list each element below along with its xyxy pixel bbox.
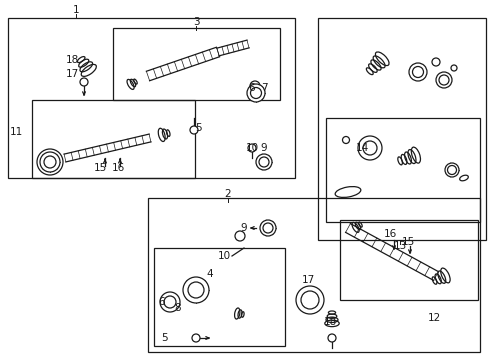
Circle shape — [249, 81, 260, 91]
Text: 5: 5 — [161, 333, 167, 343]
Text: 10: 10 — [245, 143, 258, 153]
Circle shape — [450, 65, 456, 71]
Text: 5: 5 — [194, 123, 201, 133]
Text: 15: 15 — [93, 163, 106, 173]
Text: 12: 12 — [427, 313, 440, 323]
Text: 14: 14 — [355, 143, 368, 153]
Text: 18: 18 — [323, 317, 336, 327]
Circle shape — [256, 154, 271, 170]
Circle shape — [183, 277, 208, 303]
Text: 6: 6 — [248, 83, 255, 93]
Circle shape — [301, 291, 318, 309]
Circle shape — [444, 163, 458, 177]
Text: 15: 15 — [401, 237, 414, 247]
Text: 11: 11 — [9, 127, 22, 137]
Text: 9: 9 — [240, 223, 247, 233]
Text: 9: 9 — [260, 143, 267, 153]
Text: 18: 18 — [65, 55, 79, 65]
Circle shape — [263, 223, 272, 233]
Circle shape — [412, 67, 423, 77]
Bar — [339, 220, 477, 300]
Text: 13: 13 — [392, 241, 406, 251]
Circle shape — [259, 157, 268, 167]
Ellipse shape — [459, 175, 468, 181]
Bar — [317, 18, 485, 240]
Circle shape — [362, 141, 376, 155]
Text: 3: 3 — [192, 17, 199, 27]
Circle shape — [235, 231, 244, 241]
Bar — [154, 248, 285, 346]
Bar — [325, 118, 479, 222]
Text: 16: 16 — [383, 229, 396, 239]
Ellipse shape — [334, 186, 360, 197]
Circle shape — [187, 282, 203, 298]
Circle shape — [447, 166, 456, 175]
Text: 7: 7 — [260, 83, 267, 93]
Circle shape — [192, 334, 200, 342]
Circle shape — [190, 126, 198, 134]
Bar — [113, 28, 280, 100]
Text: 17: 17 — [65, 69, 79, 79]
Text: 8: 8 — [174, 303, 181, 313]
Text: 4: 4 — [206, 269, 213, 279]
Circle shape — [160, 292, 180, 312]
Text: 1: 1 — [73, 5, 79, 15]
Text: 6: 6 — [159, 297, 165, 307]
Text: 2: 2 — [224, 189, 231, 199]
Circle shape — [408, 63, 426, 81]
Circle shape — [438, 75, 448, 85]
Circle shape — [80, 78, 88, 86]
Circle shape — [295, 286, 324, 314]
Circle shape — [250, 87, 261, 99]
Text: 17: 17 — [301, 275, 314, 285]
Circle shape — [342, 136, 349, 144]
Text: 10: 10 — [217, 251, 230, 261]
Circle shape — [247, 144, 256, 152]
Text: 16: 16 — [111, 163, 124, 173]
Circle shape — [357, 136, 381, 160]
Circle shape — [40, 152, 60, 172]
Circle shape — [327, 334, 335, 342]
Bar — [32, 100, 195, 178]
Circle shape — [246, 84, 264, 102]
Circle shape — [260, 220, 275, 236]
Bar — [8, 18, 294, 178]
Circle shape — [44, 156, 56, 168]
Circle shape — [431, 58, 439, 66]
Circle shape — [163, 296, 176, 308]
Circle shape — [435, 72, 451, 88]
Bar — [148, 198, 479, 352]
